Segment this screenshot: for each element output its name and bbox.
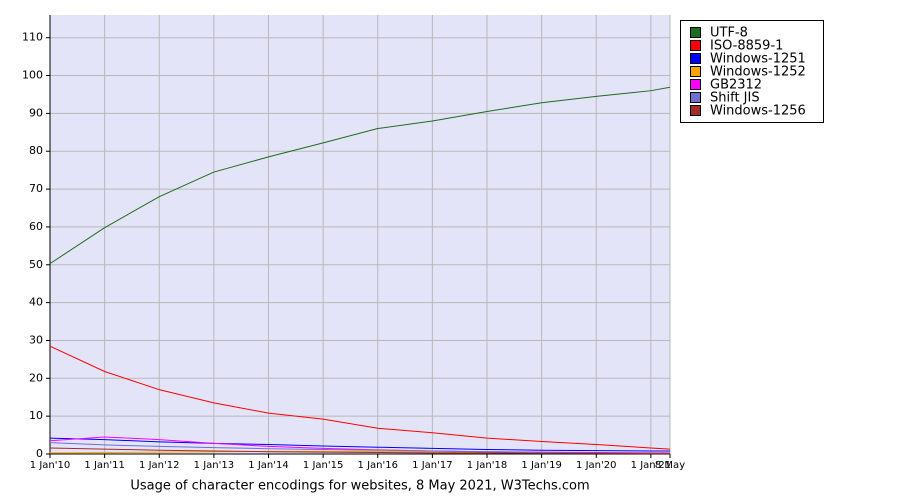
legend-label: GB2312: [710, 78, 762, 93]
x-tick-label: 1 Jan'17: [412, 460, 452, 471]
y-tick-label: 40: [29, 296, 43, 309]
chart-title: Usage of character encodings for website…: [130, 479, 589, 494]
y-tick-label: 70: [29, 182, 43, 195]
y-tick-label: 50: [29, 258, 43, 271]
x-tick-label: 1 Jan'18: [467, 460, 507, 471]
x-tick-label: 1 Jan'20: [576, 460, 616, 471]
legend-swatch: [690, 66, 701, 77]
legend-label: Shift JIS: [710, 91, 760, 106]
series-line: [49, 447, 670, 455]
legend-swatch: [690, 105, 701, 116]
legend-box: [680, 20, 824, 123]
series-line: [49, 86, 671, 265]
y-tick-label: 90: [29, 106, 43, 119]
x-tick-label: 1 Jan'15: [303, 460, 343, 471]
y-tick-label: 80: [29, 144, 43, 157]
x-tick-label: 1 Jan'12: [139, 460, 179, 471]
y-tick-label: 0: [36, 447, 43, 460]
series-line: [49, 345, 671, 450]
x-tick-label: 1 Jan'21: [631, 460, 671, 471]
y-tick-label: 100: [22, 69, 43, 82]
x-tick-label: 1 Jan'14: [248, 460, 288, 471]
legend-label: Windows-1256: [710, 104, 806, 119]
legend-swatch: [690, 79, 701, 90]
legend-label: ISO-8859-1: [710, 39, 783, 54]
legend-label: UTF-8: [710, 26, 748, 41]
series-line: [49, 437, 670, 452]
y-tick-label: 20: [29, 371, 43, 384]
legend-swatch: [690, 92, 701, 103]
y-tick-label: 10: [29, 409, 43, 422]
y-tick-label: 60: [29, 220, 43, 233]
x-tick-label: 1 Jan'16: [358, 460, 398, 471]
legend-swatch: [690, 27, 701, 38]
legend-label: Windows-1252: [710, 65, 806, 80]
x-tick-label: 1 Jan'11: [84, 460, 124, 471]
legend-swatch: [690, 53, 701, 64]
legend-swatch: [690, 40, 701, 51]
plot-area: [50, 15, 670, 454]
x-tick-label: 1 Jan'13: [194, 460, 234, 471]
x-tick-label: 1 Jan'19: [521, 460, 561, 471]
y-tick-label: 30: [29, 333, 43, 346]
x-tick-label: 8 May: [655, 460, 685, 471]
legend-label: Windows-1251: [710, 52, 806, 67]
x-tick-label: 1 Jan'10: [30, 460, 70, 471]
y-tick-label: 110: [22, 31, 43, 44]
